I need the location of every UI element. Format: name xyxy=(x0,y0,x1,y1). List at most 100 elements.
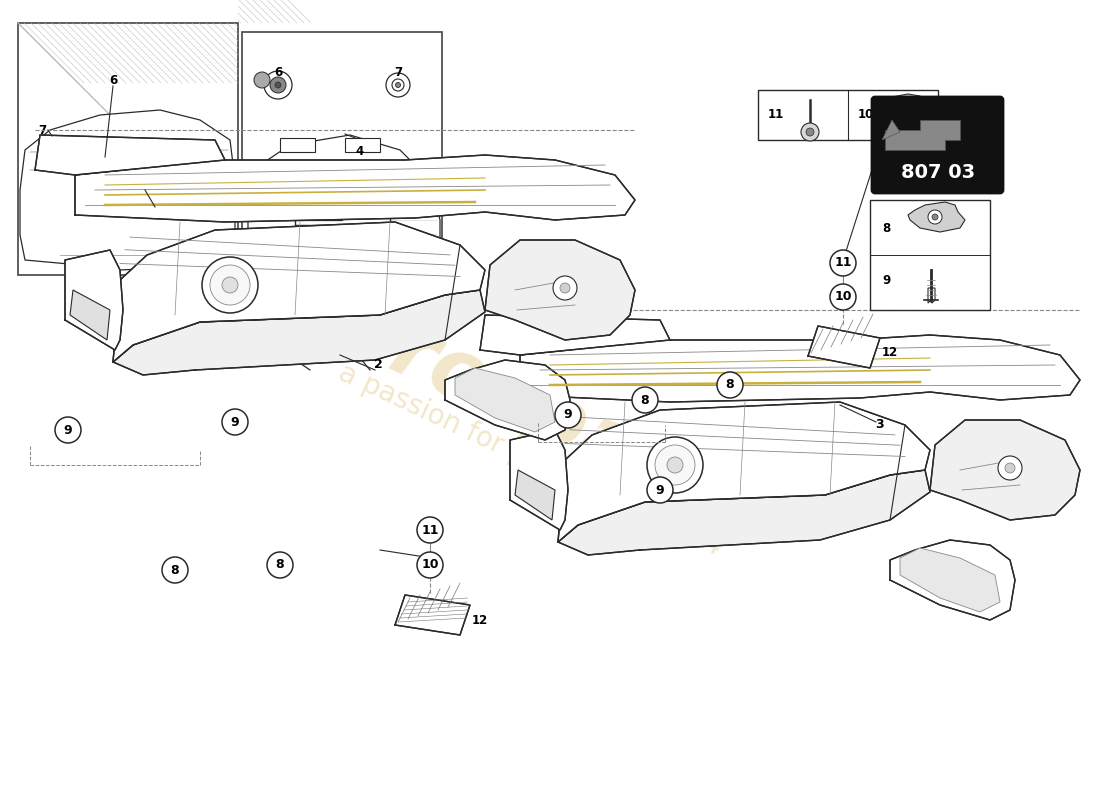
Text: 1: 1 xyxy=(876,154,884,166)
Polygon shape xyxy=(113,222,485,362)
Circle shape xyxy=(48,139,55,146)
Text: 10: 10 xyxy=(421,558,439,571)
Text: 6: 6 xyxy=(109,74,117,86)
Text: 12: 12 xyxy=(472,614,488,626)
Polygon shape xyxy=(20,110,235,270)
Circle shape xyxy=(267,552,293,578)
Text: 3: 3 xyxy=(426,554,434,566)
Text: 807 03: 807 03 xyxy=(901,162,975,182)
Text: 9: 9 xyxy=(656,483,664,497)
Circle shape xyxy=(654,445,695,485)
FancyBboxPatch shape xyxy=(872,97,1003,193)
Circle shape xyxy=(928,210,942,224)
Circle shape xyxy=(647,477,673,503)
Polygon shape xyxy=(520,335,1080,402)
Polygon shape xyxy=(882,120,900,140)
Circle shape xyxy=(396,82,400,87)
Text: 2: 2 xyxy=(374,358,383,371)
Polygon shape xyxy=(100,155,116,166)
Text: 8: 8 xyxy=(726,378,735,391)
Text: 8: 8 xyxy=(170,563,179,577)
Circle shape xyxy=(998,456,1022,480)
Polygon shape xyxy=(890,540,1015,620)
Polygon shape xyxy=(808,326,880,368)
Circle shape xyxy=(264,71,292,99)
Text: 9: 9 xyxy=(231,415,240,429)
Polygon shape xyxy=(395,595,470,635)
Circle shape xyxy=(202,257,258,313)
Circle shape xyxy=(270,77,286,93)
Circle shape xyxy=(417,552,443,578)
Text: 11: 11 xyxy=(768,109,784,122)
Polygon shape xyxy=(886,120,960,150)
Circle shape xyxy=(903,100,913,110)
Text: 8: 8 xyxy=(882,222,890,234)
Circle shape xyxy=(932,214,938,220)
Bar xyxy=(870,200,990,310)
Polygon shape xyxy=(480,315,670,355)
Text: 4: 4 xyxy=(356,145,364,158)
Circle shape xyxy=(830,284,856,310)
Circle shape xyxy=(560,283,570,293)
Circle shape xyxy=(647,437,703,493)
Polygon shape xyxy=(113,290,485,375)
Polygon shape xyxy=(70,290,110,340)
Circle shape xyxy=(392,79,404,91)
Circle shape xyxy=(116,167,121,173)
Polygon shape xyxy=(65,250,123,350)
Polygon shape xyxy=(35,135,226,175)
Text: 5: 5 xyxy=(156,206,164,218)
Circle shape xyxy=(113,165,123,175)
Polygon shape xyxy=(930,420,1080,520)
Text: 11: 11 xyxy=(421,523,439,537)
Circle shape xyxy=(717,372,743,398)
Circle shape xyxy=(100,156,108,164)
Text: 9: 9 xyxy=(64,423,73,437)
Polygon shape xyxy=(118,162,147,190)
Polygon shape xyxy=(558,402,930,542)
Text: 8: 8 xyxy=(276,558,284,571)
Text: 11: 11 xyxy=(834,257,851,270)
Bar xyxy=(18,23,238,275)
Polygon shape xyxy=(928,288,935,303)
Polygon shape xyxy=(900,548,1000,612)
Circle shape xyxy=(222,409,248,435)
Bar xyxy=(280,138,315,152)
Circle shape xyxy=(275,82,280,88)
Bar xyxy=(242,32,442,310)
Polygon shape xyxy=(75,155,635,222)
Circle shape xyxy=(553,276,578,300)
Text: eurospares: eurospares xyxy=(274,262,785,558)
Polygon shape xyxy=(558,470,930,555)
Circle shape xyxy=(667,457,683,473)
Polygon shape xyxy=(446,360,570,440)
Circle shape xyxy=(632,387,658,413)
Circle shape xyxy=(830,250,856,276)
Bar xyxy=(300,182,342,220)
Polygon shape xyxy=(884,94,930,117)
Text: 10: 10 xyxy=(858,109,874,122)
Polygon shape xyxy=(485,240,635,340)
Bar xyxy=(345,138,379,152)
Circle shape xyxy=(45,136,59,150)
Text: 3: 3 xyxy=(876,418,884,431)
Polygon shape xyxy=(510,430,568,530)
Text: 7: 7 xyxy=(37,123,46,137)
Polygon shape xyxy=(908,202,965,232)
Polygon shape xyxy=(340,175,379,206)
Bar xyxy=(75,165,165,210)
Text: 12: 12 xyxy=(882,346,899,359)
Text: a passion for parts since 1984: a passion for parts since 1984 xyxy=(334,358,726,562)
Text: 9: 9 xyxy=(563,409,572,422)
Text: 10: 10 xyxy=(834,290,851,303)
Circle shape xyxy=(556,402,581,428)
Circle shape xyxy=(254,72,270,88)
Bar xyxy=(295,175,390,225)
Text: 7: 7 xyxy=(394,66,403,78)
Polygon shape xyxy=(515,470,556,520)
Text: 9: 9 xyxy=(882,274,890,286)
Circle shape xyxy=(417,517,443,543)
Text: 8: 8 xyxy=(640,394,649,406)
Polygon shape xyxy=(455,368,556,432)
Polygon shape xyxy=(248,135,440,302)
